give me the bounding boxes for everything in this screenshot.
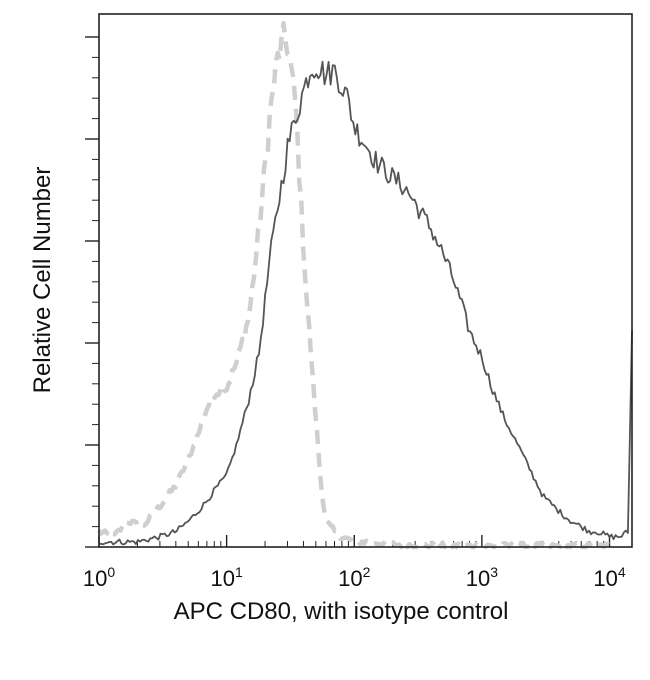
series-layer [97,20,633,550]
x-tick-label: 104 [593,564,625,591]
x-tick-label: 102 [338,564,370,591]
x-tick-label: 103 [466,564,498,591]
x-axis-title: APC CD80, with isotype control [174,598,509,625]
plot-frame [98,13,633,548]
x-tick-label: 100 [83,564,115,591]
x-tick-label: 101 [210,564,242,591]
x-tick-labels: 100 101 102 103 104 [83,564,626,591]
cd80-line [98,60,633,546]
y-axis-title: Relative Cell Number [29,167,56,394]
isotype-control-line [97,20,610,550]
